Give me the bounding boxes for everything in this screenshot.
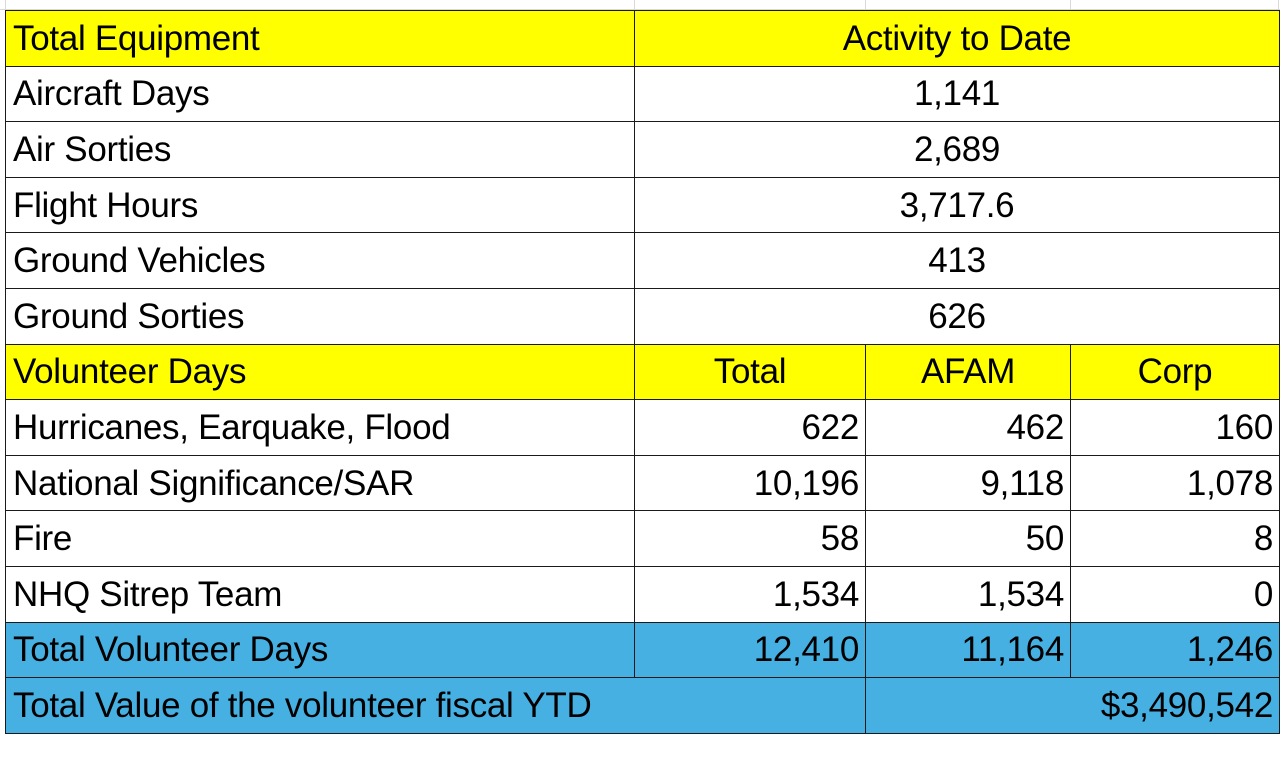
- volunteer-row-afam[interactable]: 50: [865, 510, 1071, 567]
- equipment-header-label[interactable]: Total Equipment: [5, 10, 635, 67]
- equipment-row-value[interactable]: 3,717.6: [634, 176, 1280, 234]
- total-column-header[interactable]: Total: [634, 343, 866, 401]
- table-row: National Significance/SAR 10,196 9,118 1…: [5, 454, 1280, 512]
- volunteer-row-afam[interactable]: 9,118: [865, 454, 1071, 512]
- totals-total[interactable]: 12,410: [634, 621, 866, 679]
- equipment-row-label[interactable]: Flight Hours: [5, 176, 635, 234]
- volunteer-row-corp[interactable]: 1,078: [1070, 454, 1280, 512]
- volunteer-row-label[interactable]: Hurricanes, Earquake, Flood: [5, 399, 635, 456]
- table-row: Flight Hours 3,717.6: [5, 176, 1280, 234]
- table-row: Ground Sorties 626: [5, 287, 1280, 345]
- volunteer-row-total[interactable]: 622: [634, 399, 866, 456]
- value-label[interactable]: Total Value of the volunteer fiscal YTD: [5, 677, 866, 734]
- volunteer-row-afam[interactable]: 462: [865, 399, 1071, 456]
- totals-corp[interactable]: 1,246: [1070, 621, 1280, 679]
- equipment-row-value[interactable]: 1,141: [634, 65, 1280, 123]
- equipment-row-value[interactable]: 626: [634, 287, 1280, 345]
- activity-table: Total Equipment Activity to Date Aircraf…: [5, 10, 1280, 734]
- corp-column-header[interactable]: Corp: [1070, 343, 1280, 401]
- volunteer-row-total[interactable]: 58: [634, 510, 866, 567]
- volunteer-row-corp[interactable]: 8: [1070, 510, 1280, 567]
- volunteer-header-row: Volunteer Days Total AFAM Corp: [5, 343, 1280, 401]
- equipment-header-row: Total Equipment Activity to Date: [5, 10, 1280, 67]
- volunteer-row-label[interactable]: National Significance/SAR: [5, 454, 635, 512]
- table-row: Aircraft Days 1,141: [5, 65, 1280, 123]
- equipment-row-value[interactable]: 413: [634, 232, 1280, 289]
- value-row: Total Value of the volunteer fiscal YTD …: [5, 677, 1280, 734]
- afam-column-header[interactable]: AFAM: [865, 343, 1071, 401]
- totals-row: Total Volunteer Days 12,410 11,164 1,246: [5, 621, 1280, 679]
- activity-header[interactable]: Activity to Date: [634, 10, 1280, 67]
- volunteer-row-total[interactable]: 1,534: [634, 565, 866, 623]
- volunteer-row-afam[interactable]: 1,534: [865, 565, 1071, 623]
- value-amount[interactable]: $3,490,542: [865, 677, 1280, 734]
- volunteer-row-label[interactable]: NHQ Sitrep Team: [5, 565, 635, 623]
- volunteer-row-label[interactable]: Fire: [5, 510, 635, 567]
- volunteer-row-total[interactable]: 10,196: [634, 454, 866, 512]
- equipment-row-label[interactable]: Aircraft Days: [5, 65, 635, 123]
- equipment-row-label[interactable]: Air Sorties: [5, 121, 635, 178]
- totals-label[interactable]: Total Volunteer Days: [5, 621, 635, 679]
- table-row: Ground Vehicles 413: [5, 232, 1280, 289]
- totals-afam[interactable]: 11,164: [865, 621, 1071, 679]
- column-header-strip: [0, 0, 1280, 10]
- table-row: NHQ Sitrep Team 1,534 1,534 0: [5, 565, 1280, 623]
- equipment-row-value[interactable]: 2,689: [634, 121, 1280, 178]
- equipment-row-label[interactable]: Ground Sorties: [5, 287, 635, 345]
- table-row: Air Sorties 2,689: [5, 121, 1280, 178]
- volunteer-row-corp[interactable]: 0: [1070, 565, 1280, 623]
- table-row: Hurricanes, Earquake, Flood 622 462 160: [5, 399, 1280, 456]
- equipment-row-label[interactable]: Ground Vehicles: [5, 232, 635, 289]
- volunteer-row-corp[interactable]: 160: [1070, 399, 1280, 456]
- table-row: Fire 58 50 8: [5, 510, 1280, 567]
- volunteer-header-label[interactable]: Volunteer Days: [5, 343, 635, 401]
